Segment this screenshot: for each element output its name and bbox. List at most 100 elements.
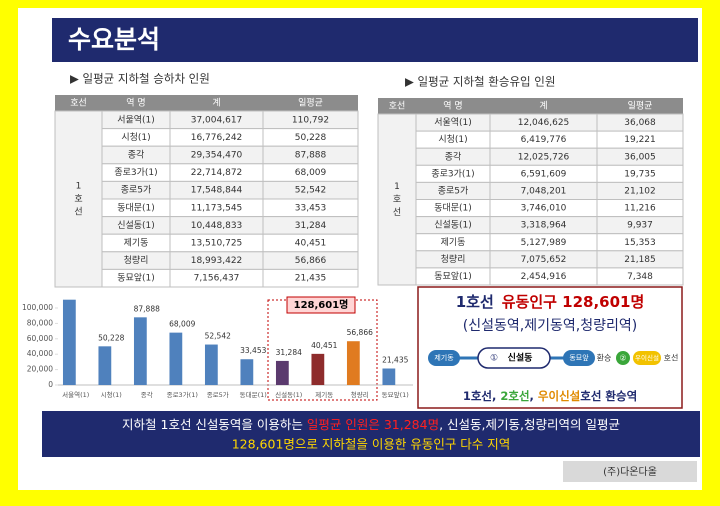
table-cell-text: 7,156,437 bbox=[194, 274, 240, 284]
table-cell-text: 13,510,725 bbox=[191, 239, 243, 249]
table-cell-text: 시청(1) bbox=[438, 134, 467, 145]
bar bbox=[382, 368, 396, 385]
table-cell-text: 21,435 bbox=[295, 274, 327, 284]
bar bbox=[346, 341, 360, 385]
x-tick-label: 시청(1) bbox=[101, 391, 122, 399]
table-cell-text: 종각 bbox=[445, 150, 462, 162]
x-tick-label: 종각 bbox=[141, 391, 153, 399]
table-cell bbox=[596, 267, 684, 286]
table-cell-text: 12,046,625 bbox=[518, 118, 570, 128]
section-heading: ▶ 일평균 지하철 승하차 인원 bbox=[70, 72, 210, 86]
table-cell-text: 110,792 bbox=[292, 115, 329, 125]
ui-badge bbox=[633, 351, 661, 365]
table-cell-text: 7,075,652 bbox=[521, 255, 567, 265]
bar bbox=[311, 353, 325, 385]
value-label: 52,542 bbox=[205, 332, 231, 341]
y-tick-label: 20,000 bbox=[27, 365, 53, 374]
text-part: , bbox=[530, 389, 538, 403]
bar bbox=[62, 299, 76, 385]
table-cell-text: 52,542 bbox=[295, 186, 327, 196]
table-header: 일평균 bbox=[628, 101, 653, 112]
y-tick-label: 60,000 bbox=[27, 334, 53, 343]
bar bbox=[204, 344, 218, 385]
table-cell-text: 50,228 bbox=[295, 133, 327, 143]
table-cell-text: 68,009 bbox=[295, 168, 327, 178]
table-cell-text: 동대문(1) bbox=[117, 202, 155, 213]
table-cell-text: 56,866 bbox=[295, 256, 327, 266]
table-cell-text: 서울역(1) bbox=[117, 114, 155, 125]
table-cell-text: 37,004,617 bbox=[191, 115, 243, 125]
table-cell-text: 종각 bbox=[128, 149, 145, 161]
table-cell-text: 제기동 bbox=[441, 237, 466, 248]
text-part: 1호선 bbox=[456, 293, 494, 311]
table-cell-text: 33,453 bbox=[295, 203, 327, 213]
x-tick-label: 청량리 bbox=[351, 390, 369, 399]
station-label: 신설동 bbox=[508, 352, 533, 364]
table-cell-text: 16,776,242 bbox=[191, 133, 243, 143]
value-label: 68,009 bbox=[169, 320, 195, 329]
title-bar bbox=[52, 18, 698, 62]
table-cell-text: 31,284 bbox=[295, 221, 327, 231]
text-part: 2호선 bbox=[500, 389, 529, 403]
table-header: 호선 bbox=[70, 98, 87, 109]
table-header: 일평균 bbox=[298, 98, 323, 109]
table-cell-text: 17,548,844 bbox=[191, 186, 243, 196]
table-cell-text: 7,348 bbox=[627, 272, 653, 282]
station-label: 동묘앞 bbox=[569, 354, 589, 362]
value-label: 21,435 bbox=[382, 355, 408, 364]
station-box bbox=[428, 350, 460, 366]
table-header: 계 bbox=[212, 97, 220, 109]
station-box bbox=[563, 350, 595, 366]
x-tick-label: 신설동(1) bbox=[275, 390, 302, 399]
table-header: 역 명 bbox=[126, 98, 145, 109]
banner-line1: 지하철 1호선 신설동역을 이용하는 일평균 인원은 31,284명, 신설동,… bbox=[122, 417, 620, 432]
x-tick-label: 동대문(1) bbox=[240, 391, 267, 399]
table-cell-text: 2,454,916 bbox=[521, 272, 567, 282]
line-suffix: 호선 bbox=[664, 354, 679, 363]
bar bbox=[240, 359, 254, 385]
footer-box bbox=[563, 461, 697, 482]
box-subtitle: (신설동역,제기동역,청량리역) bbox=[463, 318, 637, 334]
box-title: 1호선 유동인구 128,601명 bbox=[456, 293, 645, 311]
line-number: ① bbox=[490, 354, 498, 364]
table-cell-text: 19,735 bbox=[624, 169, 656, 179]
highlight-box bbox=[267, 299, 378, 401]
table-cell-text: 종로3가(1) bbox=[431, 168, 474, 179]
text-part: 호선 환승역 bbox=[580, 389, 637, 403]
table-cell bbox=[262, 268, 359, 288]
line-2-label: ② bbox=[619, 354, 626, 363]
line-2-badge bbox=[616, 351, 630, 365]
text-part: 1호선, bbox=[463, 389, 501, 403]
table-cell-text: 제기동 bbox=[124, 238, 149, 249]
info-box bbox=[417, 286, 683, 409]
x-tick-label: 동묘앞(1) bbox=[382, 391, 409, 399]
table-header-bg bbox=[55, 95, 358, 111]
ui-label: 우이신설 bbox=[635, 353, 659, 362]
table-cell-text: 36,068 bbox=[624, 118, 656, 128]
value-label: 31,284 bbox=[276, 348, 302, 357]
section-heading: ▶ 일평균 지하철 환승유입 인원 bbox=[405, 75, 555, 89]
bar bbox=[133, 317, 147, 385]
table-cell-text: 3,318,964 bbox=[521, 221, 567, 231]
x-tick-label: 종로5가 bbox=[207, 390, 229, 399]
table-cell-text: 12,025,726 bbox=[518, 152, 570, 162]
table-cell-text: 동묘앞(1) bbox=[434, 270, 472, 282]
table-cell-text: 서울역(1) bbox=[434, 117, 472, 128]
table-cell-text: 청량리 bbox=[441, 253, 466, 265]
text-part: 유동인구 128,601명 bbox=[502, 293, 645, 311]
table-cell-text: 6,419,776 bbox=[521, 135, 567, 145]
table-cell-text: 3,746,010 bbox=[521, 204, 567, 214]
table-cell-text: 21,102 bbox=[624, 186, 656, 196]
table-cell-text: 36,005 bbox=[624, 152, 656, 162]
y-tick-label: 80,000 bbox=[27, 318, 53, 327]
value-label: 50,228 bbox=[98, 333, 124, 342]
table-cell-text: 29,354,470 bbox=[191, 151, 243, 161]
x-tick-label: 종로3가(1) bbox=[167, 390, 198, 399]
table-cell-text: 19,221 bbox=[624, 135, 656, 145]
table-cell-text: 7,048,201 bbox=[521, 186, 567, 196]
table-cell-text: 동묘앞(1) bbox=[117, 272, 155, 284]
value-label: 87,888 bbox=[134, 304, 160, 313]
banner bbox=[42, 411, 700, 457]
table-cell-text: 종로5가 bbox=[438, 185, 469, 196]
table-cell-text: 종로3가(1) bbox=[114, 167, 157, 178]
